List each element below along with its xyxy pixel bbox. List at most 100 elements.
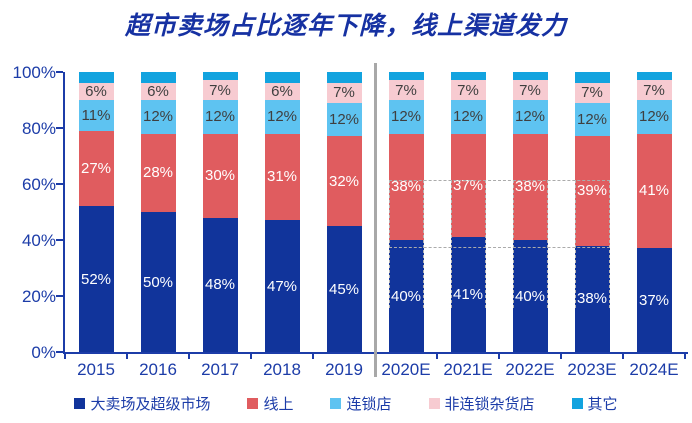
- bar-segment-线上: 32%: [326, 136, 362, 226]
- segment-value-label: 39%: [576, 182, 608, 200]
- y-axis-tick: [56, 239, 63, 241]
- bar-segment-连锁店: 12%: [202, 100, 238, 134]
- x-axis-label: 2024E: [629, 360, 679, 379]
- x-axis-tick: [498, 352, 500, 359]
- actual-forecast-divider: [373, 63, 377, 377]
- bar-segment-线上: 38%: [512, 133, 548, 240]
- legend-swatch-icon: [428, 397, 440, 409]
- bar-segment-大卖场及超级市场: 40%: [512, 240, 548, 352]
- x-axis-label: 2022E: [505, 360, 555, 379]
- segment-value-label: 6%: [271, 83, 293, 101]
- segment-value-label: 7%: [209, 81, 231, 99]
- bar-segment-连锁店: 12%: [450, 100, 486, 134]
- y-axis-line: [63, 72, 65, 352]
- bar-segment-非连锁杂货店: 6%: [140, 83, 176, 101]
- segment-value-label: 12%: [452, 108, 484, 126]
- y-axis-tick: [56, 295, 63, 297]
- segment-value-label: 41%: [638, 182, 670, 200]
- bar-segment-大卖场及超级市场: 47%: [264, 220, 300, 352]
- segment-value-label: 12%: [576, 111, 608, 129]
- segment-value-label: 38%: [514, 178, 546, 196]
- bar-segment-线上: 39%: [574, 136, 610, 246]
- bar-segment-其它: [264, 72, 300, 84]
- segment-value-label: 11%: [81, 106, 111, 124]
- bar-segment-非连锁杂货店: 7%: [450, 80, 486, 100]
- segment-value-label: 7%: [333, 84, 355, 102]
- dashed-annotation-box: [574, 179, 610, 309]
- bar-segment-大卖场及超级市场: 40%: [388, 240, 424, 352]
- bar-segment-连锁店: 12%: [140, 100, 176, 134]
- segment-value-label: 50%: [142, 273, 174, 291]
- segment-value-label: 7%: [457, 81, 479, 99]
- y-axis-label: 100%: [12, 63, 56, 82]
- bar-segment-非连锁杂货店: 7%: [388, 80, 424, 100]
- segment-value-label: 41%: [452, 286, 484, 304]
- bar-segment-大卖场及超级市场: 48%: [202, 217, 238, 352]
- bar-segment-线上: 41%: [636, 133, 672, 249]
- bar-segment-非连锁杂货店: 7%: [202, 80, 238, 100]
- x-axis-tick: [560, 352, 562, 359]
- segment-value-label: 12%: [328, 111, 360, 129]
- y-axis-label: 20%: [21, 287, 56, 306]
- segment-value-label: 38%: [576, 290, 608, 308]
- bar-segment-非连锁杂货店: 6%: [264, 83, 300, 101]
- bar-segment-线上: 31%: [264, 133, 300, 221]
- legend-item: 非连锁杂货店: [428, 393, 535, 414]
- bar-segment-线上: 38%: [388, 133, 424, 240]
- chart-title: 超市卖场占比逐年下降，线上渠道发力: [124, 12, 567, 40]
- bar-segment-连锁店: 12%: [326, 102, 362, 137]
- bar-segment-连锁店: 12%: [574, 102, 610, 137]
- legend-swatch-icon: [571, 397, 583, 409]
- x-axis-label: 2021E: [443, 360, 493, 379]
- y-axis-label: 0%: [31, 343, 56, 362]
- bar-segment-其它: [574, 72, 610, 84]
- bar-segment-其它: [78, 72, 114, 84]
- bar-segment-大卖场及超级市场: 50%: [140, 212, 176, 352]
- segment-value-label: 7%: [643, 81, 665, 99]
- x-axis-tick: [188, 352, 190, 359]
- dashed-annotation-box: [512, 179, 548, 309]
- bar-segment-连锁店: 12%: [512, 100, 548, 134]
- segment-value-label: 7%: [581, 84, 603, 102]
- y-axis-label: 80%: [21, 119, 56, 138]
- legend-item: 大卖场及超级市场: [74, 393, 210, 414]
- segment-value-label: 37%: [452, 176, 484, 194]
- x-axis-label: 2017: [201, 360, 239, 379]
- x-axis-tick: [312, 352, 314, 359]
- x-axis-label: 2016: [139, 360, 177, 379]
- bar-segment-其它: [388, 72, 424, 81]
- x-axis-tick: [250, 352, 252, 359]
- bar-segment-大卖场及超级市场: 52%: [78, 206, 114, 352]
- segment-value-label: 28%: [142, 164, 174, 182]
- legend-label: 线上: [263, 395, 294, 413]
- x-axis-label: 2015: [77, 360, 115, 379]
- bar-segment-其它: [450, 72, 486, 81]
- bar-segment-线上: 37%: [450, 133, 486, 238]
- segment-value-label: 31%: [266, 168, 298, 186]
- bar-segment-非连锁杂货店: 6%: [78, 83, 114, 100]
- segment-value-label: 12%: [266, 108, 298, 126]
- segment-value-label: 52%: [80, 270, 112, 288]
- y-axis-label: 60%: [21, 175, 56, 194]
- bar-segment-其它: [326, 72, 362, 84]
- legend-label: 连锁店: [346, 395, 392, 413]
- segment-value-label: 47%: [266, 277, 298, 295]
- segment-value-label: 30%: [204, 167, 236, 185]
- x-axis-label: 2019: [325, 360, 363, 379]
- bar-segment-线上: 28%: [140, 133, 176, 212]
- legend-swatch-icon: [247, 397, 259, 409]
- x-axis-tick: [684, 352, 686, 359]
- segment-value-label: 40%: [514, 287, 546, 305]
- x-axis-label: 2018: [263, 360, 301, 379]
- legend-label: 非连锁杂货店: [444, 395, 535, 413]
- x-axis-tick: [126, 352, 128, 359]
- segment-value-label: 12%: [204, 108, 236, 126]
- x-axis-tick: [622, 352, 624, 359]
- x-axis-label: 2020E: [381, 360, 431, 379]
- legend-item: 连锁店: [330, 393, 392, 414]
- segment-value-label: 12%: [638, 108, 670, 126]
- legend-swatch-icon: [330, 397, 342, 409]
- bar-segment-大卖场及超级市场: 41%: [450, 237, 486, 352]
- segment-value-label: 6%: [147, 83, 169, 101]
